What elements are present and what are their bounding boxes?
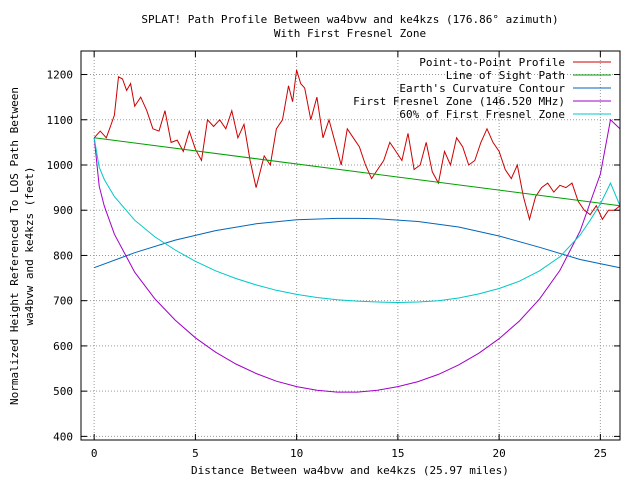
y-tick-label: 900	[53, 204, 73, 217]
y-axis-label-line-2: wa4bvw and ke4kzs (feet)	[23, 167, 36, 326]
data-series	[93, 69, 621, 393]
plot-frame	[80, 50, 621, 441]
y-tick-label: 600	[53, 340, 73, 353]
x-tick-label: 0	[91, 447, 98, 460]
series-line-line-of-sight-path	[94, 137, 621, 207]
chart-subtitle: With First Fresnel Zone	[274, 27, 426, 40]
chart-title: SPLAT! Path Profile Between wa4bvw and k…	[141, 13, 558, 26]
series-line-point-to-point-profile	[93, 69, 621, 222]
legend-label: Line of Sight Path	[446, 69, 565, 82]
x-tick-label: 15	[391, 447, 404, 460]
x-tick-label: 10	[290, 447, 303, 460]
series-line-60-of-first-fresnel-zone	[93, 137, 621, 304]
y-tick-label: 1000	[47, 159, 74, 172]
y-tick-label: 500	[53, 385, 73, 398]
axis-ticks: 0 5 10 15 20 25 400 500 600 700 800 900 1000 1100 1200	[47, 51, 620, 460]
grid-lines	[81, 51, 620, 440]
series-line-first-fresnel-zone-146-520-mhz	[93, 118, 621, 393]
x-tick-label: 25	[594, 447, 607, 460]
legend-label: Earth's Curvature Contour	[399, 82, 565, 95]
x-tick-label: 5	[192, 447, 199, 460]
legend-label: 60% of First Fresnel Zone	[399, 108, 565, 121]
x-tick-label: 20	[492, 447, 505, 460]
y-axis-label-line-1: Normalized Height Referenced To LOS Path…	[8, 87, 21, 405]
legend-label: First Fresnel Zone (146.520 MHz)	[353, 95, 565, 108]
series-line-earth-s-curvature-contour	[94, 217, 621, 269]
y-tick-label: 1100	[47, 114, 74, 127]
y-tick-label: 400	[53, 430, 73, 443]
y-tick-label: 700	[53, 295, 73, 308]
legend-label: Point-to-Point Profile	[419, 56, 565, 69]
x-axis-label: Distance Between wa4bvw and ke4kzs (25.9…	[191, 464, 509, 477]
y-tick-label: 1200	[47, 69, 74, 82]
y-tick-label: 800	[53, 249, 73, 262]
